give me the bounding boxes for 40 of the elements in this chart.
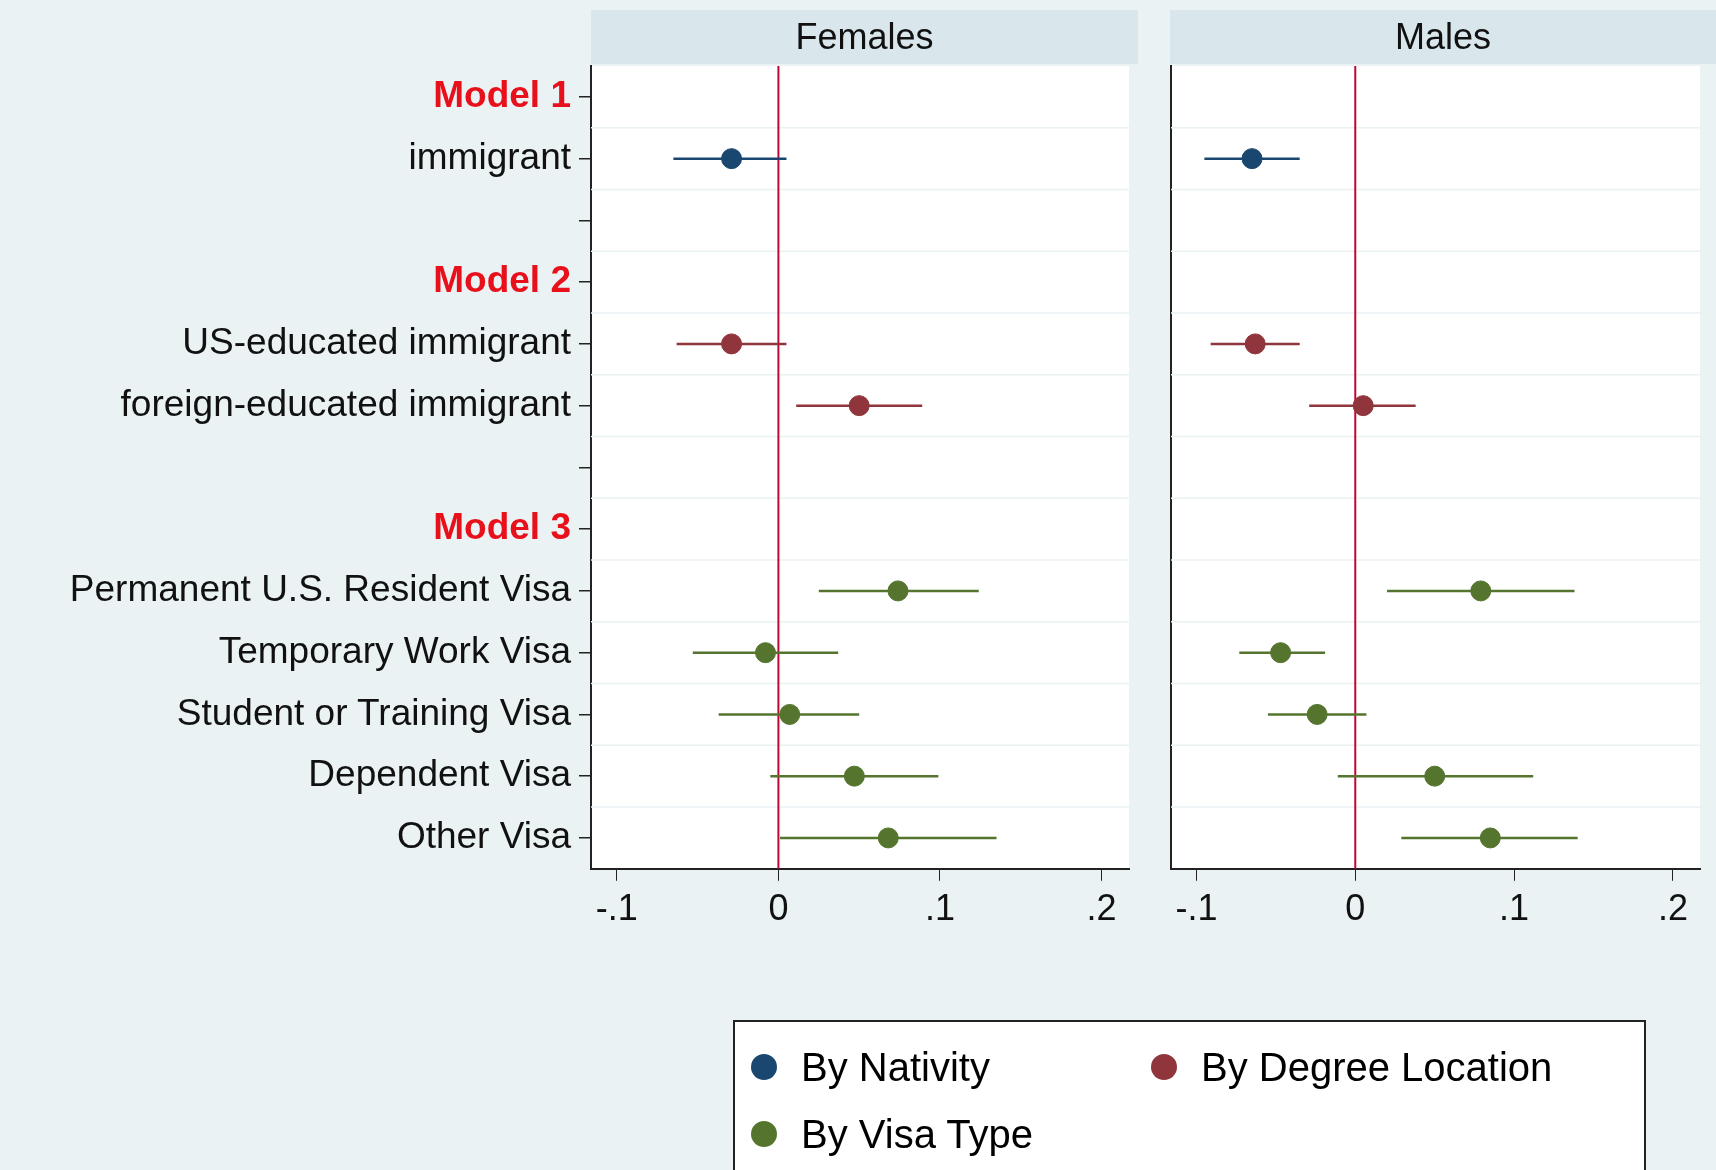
chart-title: Males [1170, 10, 1716, 64]
point [1470, 580, 1492, 602]
x-tick-label: -.1 [595, 887, 638, 929]
point [721, 148, 743, 170]
chart-title: Females [591, 10, 1138, 64]
point [779, 703, 801, 725]
legend-label: By Nativity [801, 1044, 990, 1090]
y-tick-label: Model 3 [433, 506, 571, 548]
point [754, 642, 776, 664]
y-tick-label: Model 2 [433, 259, 571, 301]
y-tick-label: immigrant [408, 135, 572, 177]
point [877, 827, 899, 849]
point [721, 333, 743, 355]
y-tick-label: Other Visa [396, 815, 572, 857]
x-tick-label: 0 [768, 887, 789, 929]
x-tick-label: .1 [924, 887, 955, 929]
y-tick-label: Model 1 [433, 74, 571, 116]
y-tick-label: Temporary Work Visa [218, 629, 572, 671]
y-tick-label: US-educated immigrant [182, 321, 572, 363]
point [1479, 827, 1501, 849]
point [1270, 642, 1292, 664]
x-tick-label: .2 [1086, 887, 1117, 929]
y-tick-label: Permanent U.S. Resident Visa [69, 568, 572, 610]
point [1352, 395, 1374, 417]
x-tick-label: -.1 [1175, 887, 1218, 929]
point [1241, 148, 1263, 170]
x-tick-label: .2 [1657, 887, 1689, 929]
point [1244, 333, 1266, 355]
point [1306, 703, 1328, 725]
y-tick-label: foreign-educated immigrant [120, 382, 572, 424]
point [843, 765, 865, 787]
y-tick-label: Dependent Visa [308, 753, 572, 795]
x-tick-label: 0 [1345, 887, 1366, 929]
y-tick-label: Student or Training Visa [176, 691, 572, 733]
point [848, 395, 870, 417]
point [887, 580, 909, 602]
legend-label: By Visa Type [801, 1111, 1033, 1157]
x-tick-label: .1 [1499, 887, 1530, 929]
legend-label: By Degree Location [1201, 1044, 1553, 1090]
point [1424, 765, 1446, 787]
